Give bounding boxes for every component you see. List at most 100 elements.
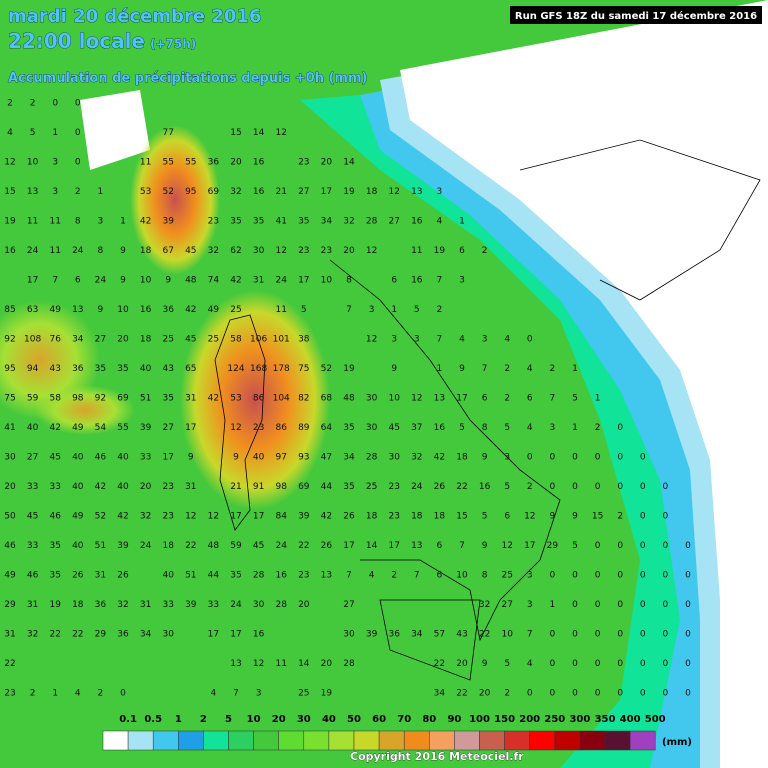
grid-value: 17 xyxy=(253,512,264,522)
grid-value: 13 xyxy=(411,541,422,551)
grid-value: 0 xyxy=(595,689,601,699)
grid-value: 0 xyxy=(120,689,126,699)
grid-value: 49 xyxy=(4,571,16,581)
grid-value: 5 xyxy=(459,423,465,433)
grid-value: 37 xyxy=(411,423,422,433)
grid-value: 25 xyxy=(298,689,309,699)
grid-value: 0 xyxy=(640,659,646,669)
grid-value: 40 xyxy=(253,453,265,463)
grid-value: 39 xyxy=(140,423,152,433)
grid-value: 2 xyxy=(595,423,601,433)
grid-value: 53 xyxy=(140,187,151,197)
grid-value: 34 xyxy=(343,453,355,463)
grid-value: 49 xyxy=(72,423,84,433)
grid-value: 22 xyxy=(4,659,15,669)
grid-value: 16 xyxy=(411,276,423,286)
grid-value: 0 xyxy=(595,541,601,551)
grid-value: 3 xyxy=(459,276,465,286)
grid-value: 9 xyxy=(188,453,194,463)
grid-value: 4 xyxy=(527,364,533,374)
grid-value: 5 xyxy=(504,423,510,433)
grid-value: 20 xyxy=(230,158,242,168)
grid-value: 55 xyxy=(185,158,196,168)
legend-label: 40 xyxy=(322,714,336,725)
grid-value: 10 xyxy=(321,276,333,286)
grid-value: 75 xyxy=(298,364,309,374)
grid-value: 32 xyxy=(230,187,241,197)
grid-value: 19 xyxy=(434,246,446,256)
grid-value: 49 xyxy=(49,305,61,315)
legend-swatch xyxy=(353,730,380,751)
grid-value: 23 xyxy=(388,482,399,492)
grid-value: 15 xyxy=(456,512,467,522)
grid-value: 29 xyxy=(95,630,107,640)
grid-value: 20 xyxy=(140,482,152,492)
grid-value: 46 xyxy=(95,453,107,463)
grid-value: 0 xyxy=(640,541,646,551)
grid-value: 74 xyxy=(208,276,220,286)
legend-swatch xyxy=(529,730,556,751)
grid-value: 0 xyxy=(527,335,533,345)
legend-swatch xyxy=(579,730,606,751)
grid-value: 0 xyxy=(663,482,669,492)
legend-swatch xyxy=(328,730,355,751)
grid-value: 33 xyxy=(208,600,219,610)
grid-value: 33 xyxy=(162,600,173,610)
grid-value: 33 xyxy=(27,482,38,492)
grid-value: 3 xyxy=(391,335,397,345)
grid-value: 20 xyxy=(479,689,491,699)
grid-value: 23 xyxy=(253,423,264,433)
legend-swatch xyxy=(203,730,229,751)
legend-unit: (mm) xyxy=(662,737,692,748)
grid-value: 0 xyxy=(595,630,601,640)
grid-value: 3 xyxy=(256,689,262,699)
grid-value: 85 xyxy=(4,305,15,315)
grid-value: 50 xyxy=(4,512,16,522)
grid-value: 12 xyxy=(366,335,377,345)
grid-value: 27 xyxy=(95,335,106,345)
grid-value: 9 xyxy=(391,364,397,374)
grid-value: 17 xyxy=(185,423,196,433)
grid-value: 35 xyxy=(95,364,106,374)
grid-value: 77 xyxy=(162,128,173,138)
grid-value: 0 xyxy=(572,571,578,581)
grid-value: 43 xyxy=(49,364,60,374)
grid-value: 35 xyxy=(162,394,173,404)
grid-value: 8 xyxy=(482,423,488,433)
grid-value: 24 xyxy=(411,482,423,492)
grid-value: 40 xyxy=(72,482,84,492)
grid-value: 3 xyxy=(98,217,104,227)
grid-value: 22 xyxy=(72,630,83,640)
grid-value: 6 xyxy=(482,394,488,404)
grid-value: 13 xyxy=(434,394,445,404)
grid-value: 11 xyxy=(27,217,38,227)
grid-value: 0 xyxy=(595,482,601,492)
grid-value: 0 xyxy=(663,512,669,522)
grid-value: 30 xyxy=(343,630,355,640)
grid-value: 28 xyxy=(366,453,378,463)
legend-swatch xyxy=(127,730,154,751)
grid-value: 7 xyxy=(414,571,420,581)
grid-value: 40 xyxy=(140,364,152,374)
legend-swatch xyxy=(403,730,430,751)
grid-value: 69 xyxy=(298,482,310,492)
grid-value: 0 xyxy=(75,99,81,109)
grid-value: 14 xyxy=(298,659,310,669)
grid-value: 19 xyxy=(4,217,16,227)
grid-value: 124 xyxy=(227,364,244,374)
grid-value: 64 xyxy=(321,423,333,433)
grid-value: 59 xyxy=(230,541,242,551)
grid-value: 23 xyxy=(298,571,309,581)
grid-value: 17 xyxy=(27,276,38,286)
grid-value: 41 xyxy=(275,217,286,227)
grid-value: 16 xyxy=(479,482,491,492)
grid-value: 7 xyxy=(52,276,58,286)
grid-value: 18 xyxy=(140,335,152,345)
grid-value: 3 xyxy=(550,423,556,433)
grid-value: 35 xyxy=(298,217,309,227)
grid-value: 12 xyxy=(253,659,264,669)
legend-swatch xyxy=(554,730,581,751)
grid-value: 16 xyxy=(4,246,16,256)
